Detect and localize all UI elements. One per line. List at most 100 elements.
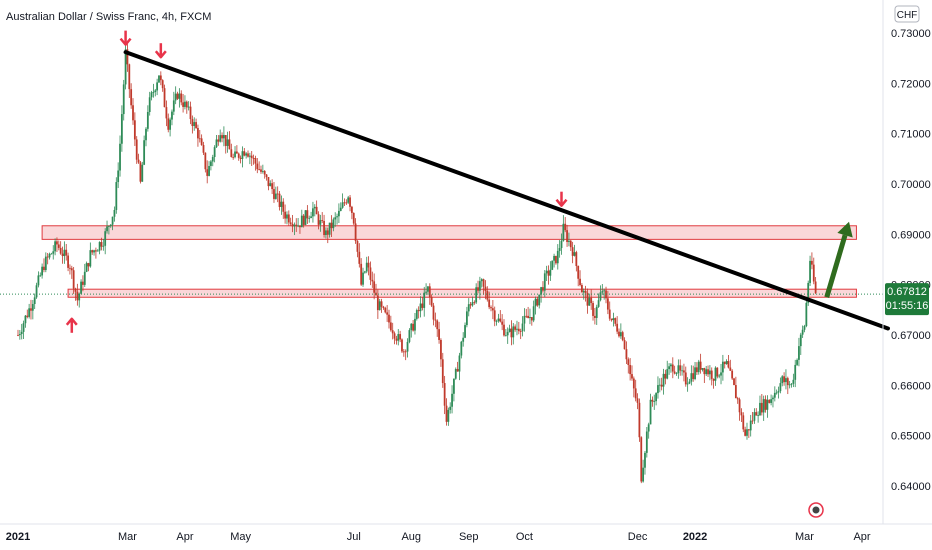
projection-arrow-shaft[interactable] [824,234,848,298]
up-arrow-marker[interactable] [65,317,78,333]
candle-body [235,151,238,154]
support-resistance-zone[interactable] [67,288,857,298]
candle-body [74,288,77,292]
candle-body [273,189,275,199]
price-tick-label: 0.65000 [891,431,931,443]
candle-body [378,301,381,311]
candle-body [427,286,429,292]
candle-body [497,318,500,322]
candle-body [50,253,53,255]
candle-body [414,318,416,331]
candle-body [258,169,261,171]
candle-body [354,223,357,241]
candle-body [43,266,45,271]
candle-body [519,331,522,332]
candle-body [417,310,420,312]
candle-body [338,210,340,217]
candle-body [367,262,370,268]
candle-body [768,399,771,403]
candle-body [373,281,376,293]
candle-body [757,415,760,417]
candle-body [310,216,312,218]
candle-body [512,326,515,338]
candle-body [777,391,780,393]
candles-layer [17,41,817,484]
candle-body [104,231,107,246]
candle-body [117,170,120,183]
candle-body [510,328,513,338]
price-tick-label: 0.66000 [891,380,931,392]
candle-body [234,151,236,158]
candle-body [230,149,233,158]
candle-body [363,271,366,273]
candle-body [449,406,452,410]
candle-body [701,368,704,370]
candle-body [684,372,687,385]
candle-body [171,111,173,120]
currency-badge[interactable] [894,5,920,23]
candle-body [159,75,162,81]
candle-body [91,250,94,253]
candle-body [612,318,615,321]
candle-body [471,302,474,306]
current-price-tag: 0.67812 01:55:16 [885,283,929,316]
candle-body [178,93,181,99]
candle-body [747,429,750,431]
time-tick-label: Dec [628,531,648,543]
candle-body [388,314,390,323]
down-arrow-marker[interactable] [154,43,167,59]
candle-body [297,225,299,227]
candle-body [395,338,398,341]
candle-body [562,223,565,241]
candle-body [482,279,485,287]
time-tick-label: May [230,531,251,543]
candle-body [39,275,42,277]
down-arrow-marker[interactable] [119,30,132,46]
candle-body [542,287,544,291]
candle-body [350,206,353,213]
candle-body [786,378,789,386]
candle-body [61,253,64,257]
candle-body [154,90,157,92]
candle-body [423,292,426,308]
candle-body [521,323,524,332]
candle-body [506,331,509,336]
time-axis[interactable]: 2021 Mar Apr May Jul Aug Sep Oct Dec 2022 Mar Apr [6,531,871,543]
candle-body [375,292,377,296]
projection-arrow-head [837,221,853,238]
time-tick-label: 2021 [6,531,30,543]
time-tick-label: Mar [118,531,137,543]
candle-body [345,202,348,204]
candle-body [165,107,168,119]
time-tick-label: Oct [516,531,533,543]
candle-body [54,241,56,252]
candle-body [137,159,140,163]
candle-body [664,373,667,379]
candle-body [287,214,290,223]
candle-body [508,328,511,332]
candle-body [453,378,455,394]
candle-body [306,210,309,219]
time-tick-label: Apr [853,531,870,543]
candle-body [57,244,60,248]
candle-body [566,230,568,242]
price-tick-label: 0.72000 [891,78,931,90]
candle-body [102,245,105,247]
chart-title: Australian Dollar / Swiss Franc, 4h, FXC… [6,11,211,23]
event-icon[interactable] [808,502,824,518]
candle-body [454,369,457,379]
trendline[interactable] [123,50,890,331]
candle-body [456,369,459,372]
candle-body [85,263,88,272]
candle-body [503,324,505,336]
candle-body [143,140,146,165]
candle-body [232,157,235,158]
down-arrow-marker[interactable] [555,191,568,207]
candle-body [198,138,201,140]
candle-body [376,295,379,311]
support-resistance-zone[interactable] [41,225,857,240]
candle-body [315,206,318,215]
candle-body [555,255,557,264]
